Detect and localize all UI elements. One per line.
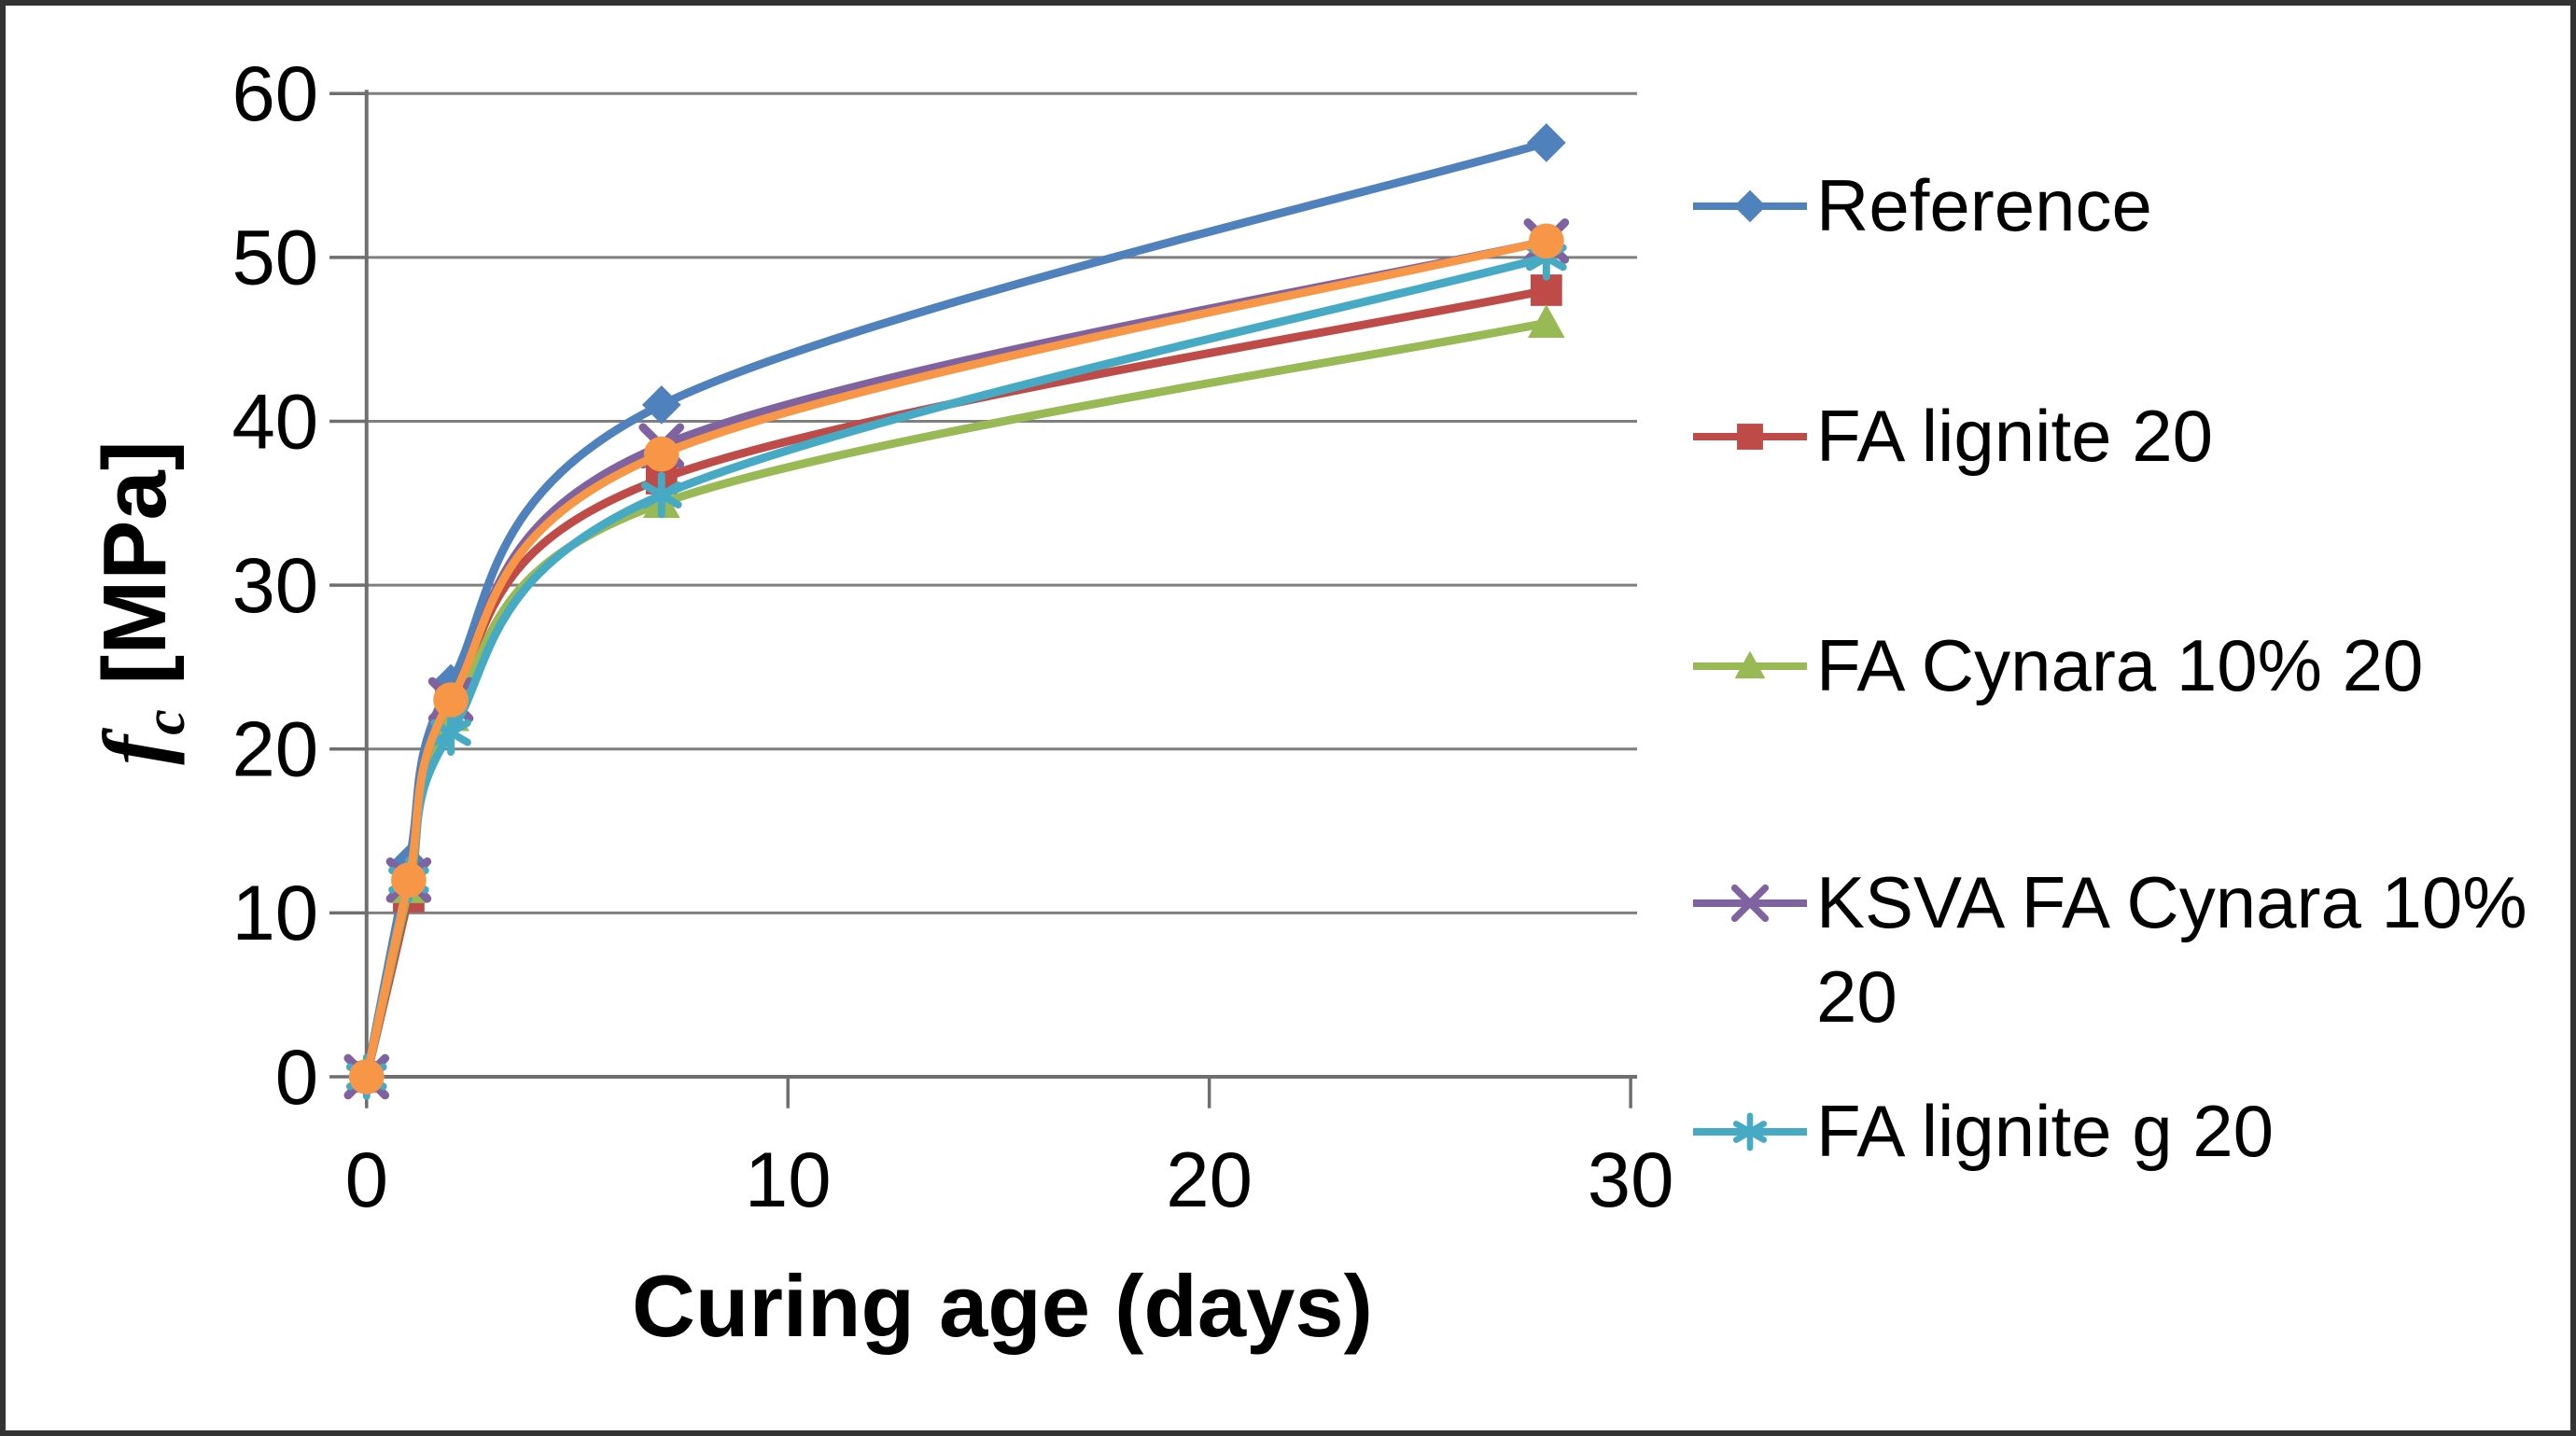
series-marker <box>1528 223 1564 259</box>
y-tick-label: 0 <box>275 1034 318 1121</box>
y-axis-title: fc [MPa] <box>83 440 199 765</box>
series-marker <box>640 481 682 509</box>
legend-label: Reference <box>1816 164 2152 246</box>
series-marker <box>1732 1121 1768 1143</box>
y-axis-unit: [MPa] <box>84 440 185 685</box>
series-marker <box>1526 123 1566 162</box>
legend-label: FA lignite g 20 <box>1816 1090 2275 1172</box>
triangle-marker-icon <box>1693 650 1807 679</box>
x-tick-label: 0 <box>345 1136 388 1223</box>
legend-label: KSVA FA Cynara 10% 20 <box>1816 861 2527 1038</box>
legend-label: FA Cynara 10% 20 <box>1816 624 2424 706</box>
plot-area: 0 10 20 30 40 50 60 0 10 20 30 <box>231 50 1674 1223</box>
series-marker <box>1527 304 1565 339</box>
legend-item-fa-cynara: FA Cynara 10% 20 <box>1693 619 2570 713</box>
y-axis-subscript: c <box>133 709 198 735</box>
y-tick-label: 50 <box>231 215 318 301</box>
series-marker <box>348 1059 385 1094</box>
diamond-marker-icon <box>1693 189 1807 223</box>
x-tick-label: 20 <box>1166 1136 1253 1223</box>
x-tick-label: 10 <box>745 1136 832 1223</box>
square-marker-icon <box>1693 424 1807 450</box>
y-tick-label: 60 <box>231 50 318 137</box>
legend: Reference FA lignite 20 FA Cynara 10% 20… <box>1693 6 2570 1430</box>
legend-item-reference: Reference <box>1693 159 2570 253</box>
series-marker <box>433 682 469 718</box>
asterisk-marker-icon <box>1693 1112 1807 1151</box>
series-line <box>362 253 1551 1081</box>
series-marker <box>643 436 679 472</box>
legend-item-ksva-fa-cynara: KSVA FA Cynara 10% 20 <box>1693 856 2570 1044</box>
series-line <box>362 236 1551 1081</box>
series-line <box>362 286 1551 1081</box>
series-marker <box>430 718 471 746</box>
legend-item-fa-lignite-20: FA lignite 20 <box>1693 389 2570 483</box>
series-marker <box>391 862 427 899</box>
x-axis-title: Curing age (days) <box>632 1257 1373 1355</box>
series-marker <box>1737 424 1763 450</box>
y-tick-label: 10 <box>231 870 318 956</box>
y-tick-label: 30 <box>231 542 318 629</box>
legend-label: FA lignite 20 <box>1816 395 2213 477</box>
y-axis-symbol: f <box>84 734 185 765</box>
series-unlabeled <box>348 223 1564 1094</box>
series-FA lignite 20 <box>350 274 1562 1093</box>
series-marker <box>1734 650 1766 679</box>
x-tick-label: 30 <box>1588 1136 1674 1223</box>
series-Reference <box>346 123 1566 1096</box>
x-marker-icon <box>1693 884 1807 923</box>
series-marker <box>641 385 681 425</box>
legend-item-fa-lignite-g-20: FA lignite g 20 <box>1693 1084 2570 1178</box>
series-marker <box>1730 884 1770 923</box>
series-marker <box>1733 189 1767 223</box>
y-tick-label: 40 <box>231 378 318 465</box>
y-tick-label: 20 <box>231 706 318 793</box>
series-line <box>362 318 1551 1081</box>
